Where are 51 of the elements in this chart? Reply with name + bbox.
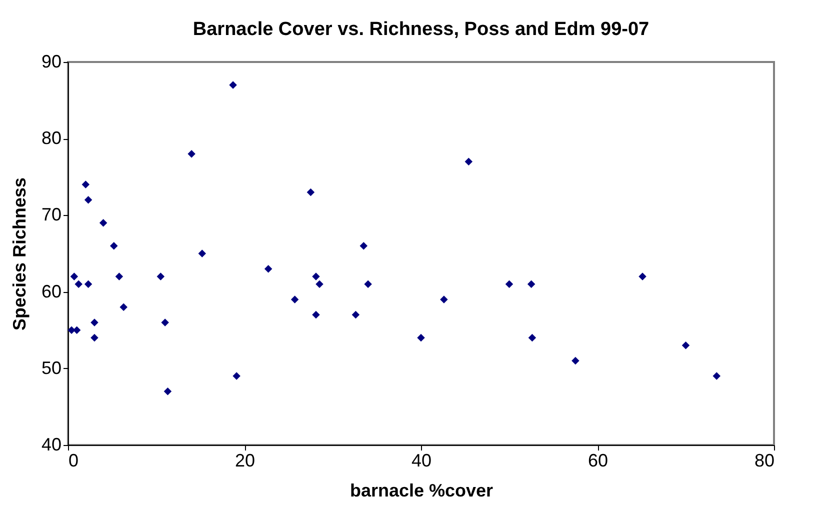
point <box>417 334 425 342</box>
point <box>84 196 92 204</box>
point <box>360 242 368 250</box>
y-tick-label: 40 <box>41 434 62 454</box>
point <box>464 158 473 166</box>
point <box>232 372 240 380</box>
point <box>229 81 237 89</box>
point <box>110 242 118 250</box>
point <box>352 310 360 319</box>
point <box>90 318 98 326</box>
y-axis-title: Species Richness <box>9 177 30 331</box>
point <box>84 280 92 288</box>
point <box>527 280 536 288</box>
point <box>164 388 172 396</box>
point <box>316 280 324 288</box>
point <box>188 150 196 158</box>
y-tick-label: 60 <box>41 281 62 302</box>
point <box>638 272 646 280</box>
point <box>161 318 169 326</box>
point <box>115 272 124 280</box>
x-tick-label: 20 <box>234 450 256 470</box>
point <box>70 272 78 280</box>
point <box>74 280 82 288</box>
x-tick-label: 80 <box>754 450 774 470</box>
point <box>505 280 514 288</box>
x-tick-label: 0 <box>68 450 79 470</box>
point <box>90 334 98 342</box>
point <box>440 296 448 304</box>
chart-title: Barnacle Cover vs. Richness, Poss and Edm 99-07 <box>192 19 650 40</box>
x-axis-title: barnacle %cover <box>350 480 494 500</box>
point <box>712 372 721 380</box>
point <box>198 250 206 258</box>
point <box>572 356 580 365</box>
point <box>99 218 108 227</box>
x-tick-label: 40 <box>411 450 432 470</box>
point <box>156 272 165 280</box>
y-tick-label: 50 <box>41 358 62 378</box>
y-tick-label: 80 <box>41 128 62 148</box>
point <box>312 272 320 280</box>
point <box>290 296 299 304</box>
point <box>82 180 90 188</box>
point <box>264 264 272 273</box>
y-tick-label: 70 <box>41 204 62 225</box>
point <box>364 280 372 288</box>
point <box>312 310 320 319</box>
point <box>528 334 536 342</box>
x-tick-label: 60 <box>588 450 608 470</box>
point <box>120 303 128 311</box>
y-tick-label: 90 <box>41 52 62 72</box>
point <box>682 342 690 350</box>
point <box>306 188 315 196</box>
